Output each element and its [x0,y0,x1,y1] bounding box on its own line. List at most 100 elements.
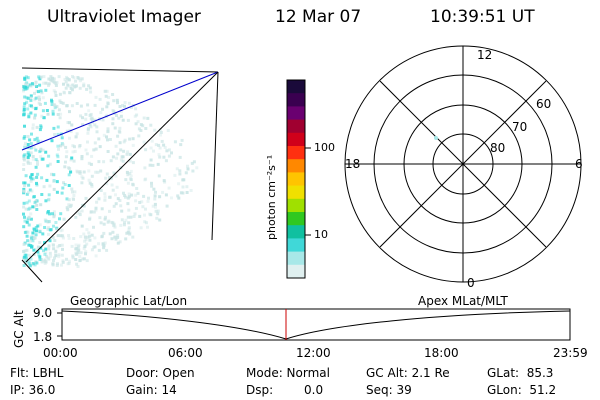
aurora-pixel [67,184,71,187]
door-label: Door: Open [126,366,195,380]
aurora-pixel [106,127,110,131]
aurora-pixel [45,178,49,182]
aurora-pixel [76,249,80,253]
aurora-pixel [53,81,57,85]
aurora-pixel [119,223,123,227]
aurora-pixel [117,116,121,120]
aurora-pixel [61,234,65,238]
aurora-pixel [109,177,113,181]
aurora-pixel [80,224,84,228]
aurora-pixel [158,195,162,199]
aurora-pixel [142,140,146,144]
aurora-pixel [157,174,161,178]
aurora-pixel [31,126,35,130]
aurora-pixel [103,192,107,196]
aurora-pixel [123,101,127,105]
aurora-pixel [44,247,48,251]
aurora-pixel [102,133,106,137]
aurora-pixel [81,116,84,120]
aurora-pixel [31,106,35,110]
aurora-pixel [102,231,106,235]
aurora-pixel [60,228,64,232]
aurora-pixel [75,84,78,88]
aurora-pixel [185,191,189,194]
aurora-pixel [57,75,61,79]
aurora-pixel [139,226,143,230]
aurora-pixel [22,108,26,111]
aurora-pixel [127,230,131,234]
aurora-pixel [149,213,153,217]
aurora-pixel [59,212,63,216]
aurora-pixel [30,177,33,181]
aurora-pixel [47,82,51,86]
aurora-pixel [67,236,71,240]
aurora-pixel [35,106,38,110]
aurora-pixel [128,172,132,175]
aurora-pixel [170,196,173,200]
aurora-pixel [22,225,26,229]
aurora-pixel [35,136,39,140]
aurora-pixel [50,103,54,106]
aurora-pixel [25,192,29,196]
aurora-pixel [78,171,82,175]
aurora-pixel [126,202,130,206]
aurora-pixel [112,99,116,103]
aurora-pixel [111,155,115,159]
aurora-pixel [97,137,101,141]
aurora-pixel [36,159,39,163]
aurora-pixel [57,108,61,112]
aurora-pixel [135,187,139,190]
aurora-pixel [42,185,46,189]
colorbar-unit-label: photon cm⁻²s⁻¹ [265,154,278,240]
aurora-pixel [84,112,88,116]
aurora-pixel [166,129,170,132]
aurora-pixel [65,150,69,154]
aurora-pixel [119,114,123,118]
aurora-pixel [41,96,45,100]
aurora-pixel [26,161,30,165]
aurora-pixel [27,260,31,264]
aurora-pixel [71,190,74,194]
aurora-pixel [160,139,164,143]
aurora-pixel [52,243,55,247]
aurora-pixel [80,77,84,81]
aurora-pixel [47,220,51,224]
aurora-pixel [93,236,97,240]
aurora-pixel [22,249,25,253]
aurora-pixel [122,140,126,144]
aurora-pixel [88,86,92,90]
aurora-pixel [47,84,50,87]
aurora-pixel [52,89,56,93]
aurora-pixel [24,141,27,145]
aurora-pixel [143,213,146,217]
aurora-pixel [88,216,92,220]
aurora-pixel [33,236,37,240]
aurora-pixel [46,164,50,168]
aurora-pixel [134,122,138,126]
aurora-pixel [48,212,52,216]
aurora-pixel [74,247,78,251]
aurora-pixel [116,101,119,105]
aurora-pixel [38,103,42,106]
aurora-pixel [82,204,86,208]
aurora-pixel [28,161,32,165]
aurora-pixel [167,186,171,190]
aurora-pixel [61,101,65,105]
aurora-pixel [28,138,32,142]
mlt-label-12: 12 [477,48,493,62]
aurora-pixel [36,250,40,254]
aurora-pixel [22,163,26,166]
aurora-pixel [68,136,71,140]
aurora-pixel [70,104,74,108]
aurora-pixel [94,170,98,174]
aurora-pixel [79,235,83,239]
aurora-pixel [128,232,132,236]
aurora-pixel [66,208,70,212]
aurora-pixel [37,95,41,99]
aurora-pixel [60,253,64,257]
aurora-pixel [151,204,155,208]
aurora-pixel [58,92,62,96]
aurora-pixel [59,229,63,233]
aurora-pixel [67,261,71,265]
aurora-pixel [47,193,51,197]
